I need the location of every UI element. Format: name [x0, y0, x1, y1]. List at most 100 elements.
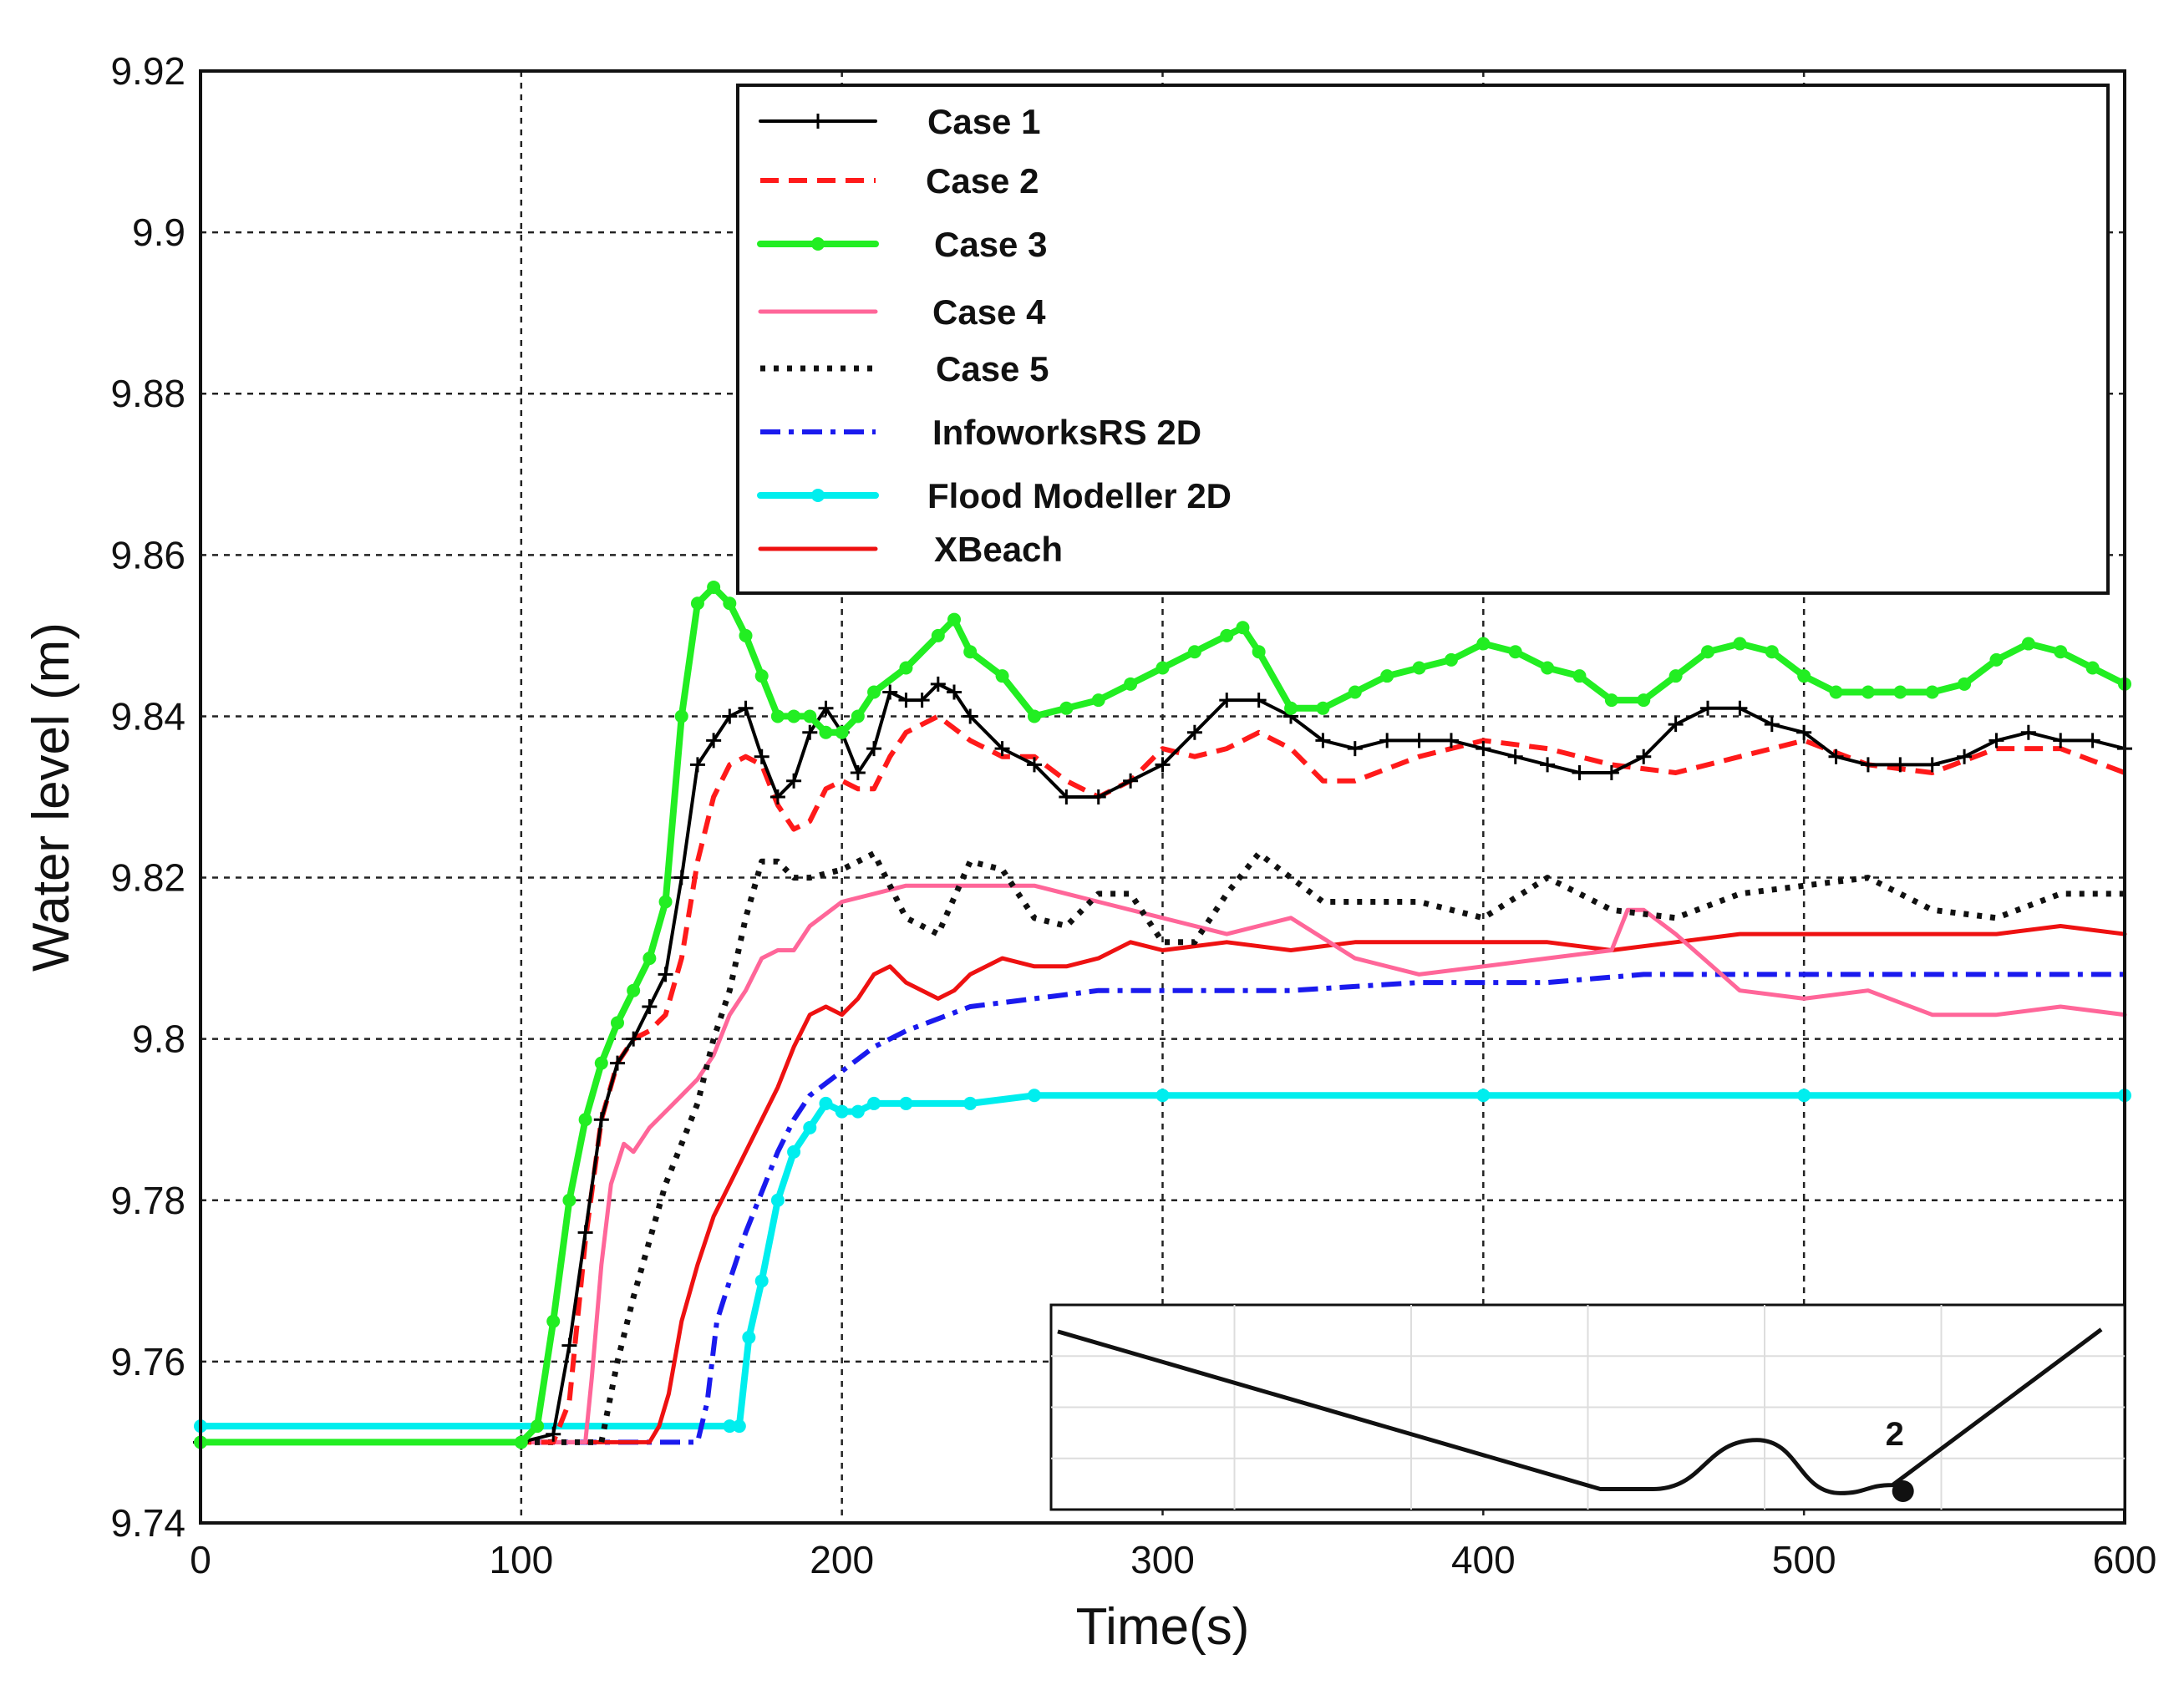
case-1-point — [1988, 733, 2004, 749]
case-3-point — [643, 952, 657, 966]
case-1-point — [561, 1337, 577, 1353]
case-1-point — [642, 999, 658, 1015]
case-3-point — [1091, 693, 1105, 708]
case-1-point — [706, 733, 722, 749]
case-1-point — [898, 693, 914, 708]
y-tick-label: 9.9 — [132, 211, 185, 254]
case-3-point — [1059, 701, 1074, 715]
case-3-point — [1316, 701, 1330, 715]
case-5-line — [201, 850, 2125, 1445]
case-3-point — [1604, 693, 1618, 708]
series-case-2 — [201, 713, 2126, 1445]
flood-modeller-2d-point — [835, 1104, 849, 1119]
legend-item-case-4: Case 4 — [758, 292, 1046, 332]
flood-modeller-2d-point — [1155, 1089, 1170, 1103]
flood-modeller-2d-point — [963, 1096, 978, 1110]
case-3-point — [514, 1435, 528, 1449]
case-3-point — [787, 709, 801, 723]
tick-labels: 0 100 200 300 400 500 600 9.74 9.76 9.78 9.8 9.82 9.… — [110, 49, 2156, 1581]
case-3-point — [931, 628, 945, 642]
case-3-point — [1861, 685, 1875, 699]
y-tick-label: 9.86 — [110, 533, 185, 576]
legend-item-infoworksrs-2d: InfoworksRS 2D — [760, 413, 1201, 452]
case-1-point — [738, 700, 754, 716]
case-1-point — [2053, 733, 2069, 749]
x-tick-label: 0 — [190, 1538, 211, 1581]
case-1-point — [2020, 724, 2036, 740]
legend-label-case-5: Case 5 — [936, 349, 1049, 388]
flood-modeller-2d-point — [742, 1330, 756, 1344]
case-3-point — [1733, 637, 1747, 651]
case-1-point — [689, 757, 705, 773]
inset-profile: 2 — [1049, 1303, 2126, 1511]
case-3-point — [739, 628, 753, 642]
case-3-point — [1476, 637, 1491, 651]
case-3-point — [1155, 661, 1170, 675]
y-tick-label: 9.84 — [110, 694, 185, 738]
flood-modeller-2d-point — [867, 1096, 881, 1110]
case-1-point — [577, 1225, 593, 1241]
legend-item-case-5: Case 5 — [760, 349, 1049, 388]
case-3-point — [1284, 701, 1298, 715]
case-1-point — [930, 676, 946, 692]
case-1-point — [609, 1055, 625, 1071]
case-3-point — [531, 1419, 545, 1434]
flood-modeller-2d-point — [803, 1120, 817, 1134]
case-3-point — [867, 685, 881, 699]
x-tick-label: 100 — [489, 1538, 553, 1581]
legend-item-case-1: Case 1 — [759, 102, 1040, 141]
case-3-point — [1412, 661, 1426, 675]
case-1-point — [1219, 693, 1235, 708]
flood-modeller-2d-point — [1027, 1089, 1041, 1103]
legend-item-case-3: Case 3 — [757, 225, 1047, 264]
inset-location-label: 2 — [1886, 1416, 1904, 1453]
case-1-point — [769, 789, 785, 804]
case-1-point — [1764, 717, 1780, 733]
case-1-point — [1443, 733, 1459, 749]
y-tick-label: 9.88 — [110, 372, 185, 415]
case-1-point — [947, 684, 962, 700]
case-1-point — [1347, 741, 1363, 757]
legend-label-xbeach: XBeach — [934, 530, 1063, 569]
case-2-line — [201, 713, 2126, 1445]
case-3-point — [1124, 677, 1138, 691]
case-1-point — [1475, 741, 1491, 757]
case-1-point — [1700, 700, 1716, 716]
series-case-4 — [198, 883, 2127, 1444]
flood-modeller-2d-point — [787, 1144, 801, 1159]
case-3-point — [1252, 645, 1266, 659]
case-3-point — [1027, 709, 1041, 723]
legend-label-infoworksrs-2d: InfoworksRS 2D — [932, 413, 1201, 452]
case-3-point — [1958, 677, 1972, 691]
flood-modeller-2d-point — [1476, 1089, 1491, 1103]
case-3-point — [658, 895, 673, 909]
case-3-point — [947, 612, 962, 627]
y-tick-label: 9.8 — [132, 1018, 185, 1061]
case-1-point — [1957, 749, 1973, 764]
case-1-point — [1026, 757, 1042, 773]
case-1-point — [1572, 765, 1587, 781]
case-3-point — [1508, 645, 1522, 659]
series-case-3 — [194, 580, 2131, 1449]
case-1-point — [1924, 757, 1940, 773]
case-1-point — [882, 684, 898, 700]
x-tick-label: 200 — [810, 1538, 874, 1581]
case-1-point — [786, 773, 802, 789]
legend-label-flood-modeller-2d: Flood Modeller 2D — [927, 476, 1232, 515]
y-tick-label: 9.92 — [110, 49, 185, 93]
case-1-point — [1379, 733, 1395, 749]
case-3-point — [578, 1113, 592, 1127]
case-1-point — [1411, 733, 1427, 749]
case-1-point — [1668, 717, 1684, 733]
flood-modeller-2d-point — [770, 1193, 785, 1207]
flood-modeller-2d-point — [754, 1274, 769, 1288]
case-3-point — [754, 669, 769, 683]
case-3-point — [963, 645, 978, 659]
case-3-point — [1829, 685, 1843, 699]
legend-marker-case-1 — [810, 114, 825, 129]
case-1-point — [914, 693, 930, 708]
case-3-point — [546, 1314, 561, 1328]
case-3-point — [1348, 685, 1362, 699]
case-3-point — [707, 580, 721, 594]
legend-label-case-2: Case 2 — [926, 161, 1039, 200]
